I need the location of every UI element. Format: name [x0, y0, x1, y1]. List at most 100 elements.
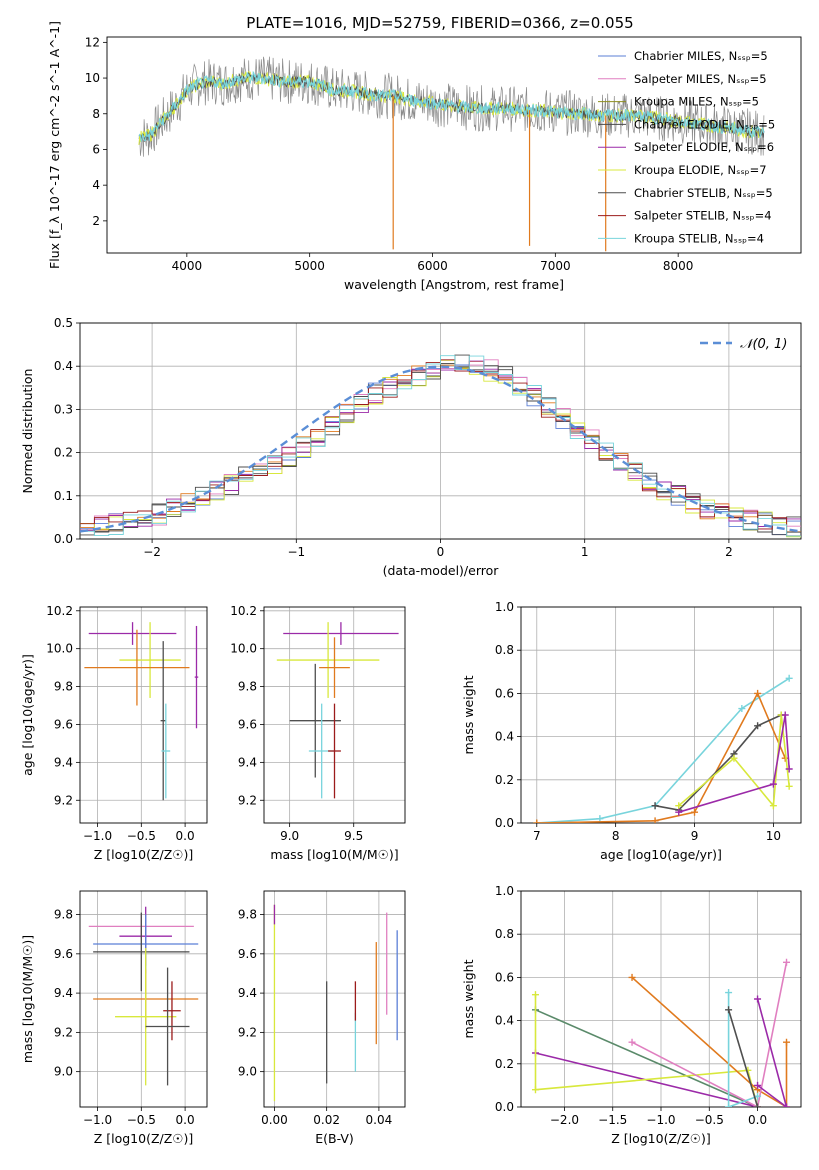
weight-marker	[531, 1086, 539, 1094]
y-tick-label: 12	[85, 35, 100, 49]
x-tick-label: 7000	[540, 259, 571, 273]
x-tick-label: −0.5	[127, 1113, 156, 1127]
weight-marker	[651, 817, 659, 823]
axes-frame	[263, 890, 406, 1108]
y-tick-label: 0.6	[495, 970, 514, 984]
panel-4: 9.0 9.5 9.2 9.4 9.6 9.8 10.0 10.2 mass [log10(M/…	[230, 604, 406, 862]
y-tick-label: 2	[92, 214, 100, 228]
x-tick-label: 0.0	[748, 1113, 767, 1127]
x-tick-label: 5000	[294, 259, 325, 273]
panel-2: −2 −1 0 1 2 0.0 0.1 0.2 0.3 0.4 0.5 (data-model)/er…	[20, 316, 802, 578]
x-tick-label: 0.00	[261, 1113, 288, 1127]
legend-label-6: Kroupa ELODIE, Nₛₛₚ=7	[634, 163, 767, 177]
legend-label-5: Salpeter ELODIE, Nₛₛₚ=6	[634, 140, 774, 154]
y-tick-label: 9.0	[54, 1065, 73, 1079]
weight-marker	[785, 674, 793, 682]
legend-label-9: Kroupa STELIB, Nₛₛₚ=4	[634, 231, 764, 245]
y-tick-label: 9.2	[54, 793, 73, 807]
x-tick-label: 4000	[172, 259, 203, 273]
y-tick-label: 0.2	[495, 773, 514, 787]
panels: 4000 5000 6000 7000 8000 2 4 6 8 10 12 wavelength […	[20, 21, 802, 1146]
weight-line-3	[654, 714, 782, 811]
x-axis-label: mass [log10(M/M☉)]	[270, 847, 398, 862]
weight-marker	[783, 958, 791, 966]
x-tick-label: 0.0	[176, 1113, 195, 1127]
residual-histogram-9	[80, 355, 801, 537]
y-tick-label: 1.0	[495, 884, 514, 898]
axes-frame	[520, 606, 802, 824]
weight-marker	[596, 815, 604, 823]
x-axis-label: (data-model)/error	[383, 563, 500, 578]
panel-1: 4000 5000 6000 7000 8000 2 4 6 8 10 12 wavelength […	[47, 21, 802, 292]
weight-marker	[754, 722, 762, 730]
legend-label-8: Salpeter STELIB, Nₛₛₚ=4	[634, 209, 772, 223]
x-tick-label: 10	[766, 829, 781, 843]
y-axis-label: age [log10(age/yr)]	[20, 654, 35, 776]
plot-area	[80, 354, 801, 538]
x-tick-label: −1.0	[646, 1113, 675, 1127]
plot-area	[533, 674, 793, 823]
x-tick-label: 9.0	[280, 829, 299, 843]
figure-title: PLATE=1016, MJD=52759, FIBERID=0366, z=0…	[246, 14, 633, 32]
weight-marker	[783, 1038, 791, 1046]
x-tick-label: 8000	[663, 259, 694, 273]
x-tick-label: 6000	[417, 259, 448, 273]
x-tick-label: 8	[612, 829, 620, 843]
weight-line-5	[678, 714, 790, 813]
x-tick-label: 0.02	[313, 1113, 340, 1127]
y-tick-label: 9.4	[54, 986, 73, 1000]
weight-marker	[628, 1038, 636, 1046]
x-tick-label: −0.5	[127, 829, 156, 843]
axes-frame	[520, 890, 802, 1108]
y-tick-label: 4	[92, 178, 100, 192]
plot-area	[138, 56, 765, 252]
weight-line-7	[727, 1009, 759, 1107]
gaussian-reference-curve	[80, 365, 801, 533]
x-tick-label: −0.5	[695, 1113, 724, 1127]
y-tick-label: 9.6	[238, 947, 257, 961]
weight-marker	[781, 711, 789, 719]
panel-5: 7 8 9 10 0.0 0.2 0.4 0.6 0.8 1.0 age [log10(age/yr…	[461, 600, 802, 862]
y-axis-label: Flux [f_λ 10^-17 erg cm^-2 s^-1 A^-1]	[47, 21, 62, 269]
y-axis-label: Normed distribution	[20, 369, 35, 494]
weight-marker	[725, 989, 733, 997]
y-tick-label: 0.0	[495, 816, 514, 830]
plot-area	[531, 958, 791, 1107]
weight-marker	[628, 973, 636, 981]
x-axis-label: Z [log10(Z/Z☉)]	[611, 1131, 711, 1146]
x-tick-label: 7	[533, 829, 541, 843]
x-axis-label: wavelength [Angstrom, rest frame]	[344, 277, 564, 292]
y-axis-label: mass weight	[461, 675, 476, 754]
y-tick-label: 9.6	[54, 947, 73, 961]
y-axis-label: mass weight	[461, 959, 476, 1038]
x-tick-label: −1.0	[83, 1113, 112, 1127]
y-tick-label: 9.2	[238, 793, 257, 807]
weight-marker	[785, 765, 793, 773]
weight-marker	[531, 991, 539, 999]
weight-marker	[754, 995, 762, 1003]
x-tick-label: 9	[691, 829, 699, 843]
y-tick-label: 0.4	[495, 1014, 514, 1028]
weight-marker	[725, 1103, 733, 1107]
weight-marker	[754, 1092, 762, 1100]
y-tick-label: 0.3	[54, 402, 73, 416]
weight-line-6	[727, 992, 758, 1107]
weight-marker	[738, 705, 746, 713]
y-tick-label: 6	[92, 142, 100, 156]
y-tick-label: 9.8	[238, 680, 257, 694]
axes-frame	[79, 322, 802, 540]
plot-area	[276, 622, 399, 799]
y-tick-label: 0.0	[54, 532, 73, 546]
y-tick-label: 0.8	[495, 643, 514, 657]
y-tick-label: 0.0	[495, 1100, 514, 1114]
weight-marker	[533, 819, 541, 823]
legend-gaussian-label: 𝒩(0, 1)	[740, 337, 787, 352]
x-axis-label: age [log10(age/yr)]	[600, 847, 722, 862]
weight-line-1	[536, 677, 790, 823]
y-tick-label: 9.8	[54, 680, 73, 694]
legend-label-1: Chabrier MILES, Nₛₛₚ=5	[634, 49, 768, 63]
x-tick-label: −2.0	[550, 1113, 579, 1127]
x-tick-label: 0.04	[366, 1113, 393, 1127]
legend-label-4: Chabrier ELODIE, Nₛₛₚ=5	[634, 117, 775, 131]
